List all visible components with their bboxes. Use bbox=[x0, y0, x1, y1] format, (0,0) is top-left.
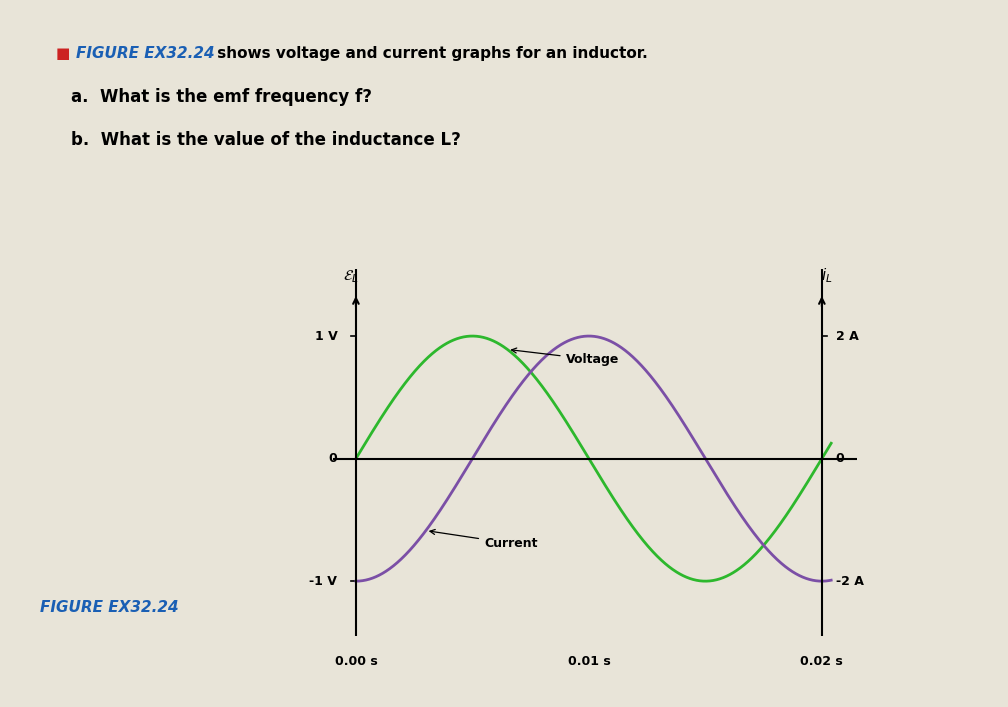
Text: FIGURE EX32.24: FIGURE EX32.24 bbox=[40, 600, 179, 615]
Text: $i_L$: $i_L$ bbox=[821, 266, 833, 285]
Text: FIGURE EX32.24: FIGURE EX32.24 bbox=[76, 46, 215, 61]
Text: ■: ■ bbox=[55, 46, 70, 61]
Text: -1 V: -1 V bbox=[309, 575, 338, 588]
Text: 0.00 s: 0.00 s bbox=[335, 655, 377, 667]
Text: 0.02 s: 0.02 s bbox=[800, 655, 844, 667]
Text: $\mathcal{E}_L$: $\mathcal{E}_L$ bbox=[344, 268, 359, 285]
Text: 0: 0 bbox=[836, 452, 845, 465]
Text: shows voltage and current graphs for an inductor.: shows voltage and current graphs for an … bbox=[212, 46, 647, 61]
Text: Current: Current bbox=[430, 530, 537, 550]
Text: Voltage: Voltage bbox=[511, 348, 619, 366]
Text: a.  What is the emf frequency f?: a. What is the emf frequency f? bbox=[71, 88, 372, 106]
Text: b.  What is the value of the inductance L?: b. What is the value of the inductance L… bbox=[71, 131, 461, 148]
Text: 1 V: 1 V bbox=[314, 329, 338, 343]
Text: 0: 0 bbox=[329, 452, 338, 465]
Text: -2 A: -2 A bbox=[836, 575, 864, 588]
Text: 2 A: 2 A bbox=[836, 329, 859, 343]
Text: 0.01 s: 0.01 s bbox=[568, 655, 610, 667]
